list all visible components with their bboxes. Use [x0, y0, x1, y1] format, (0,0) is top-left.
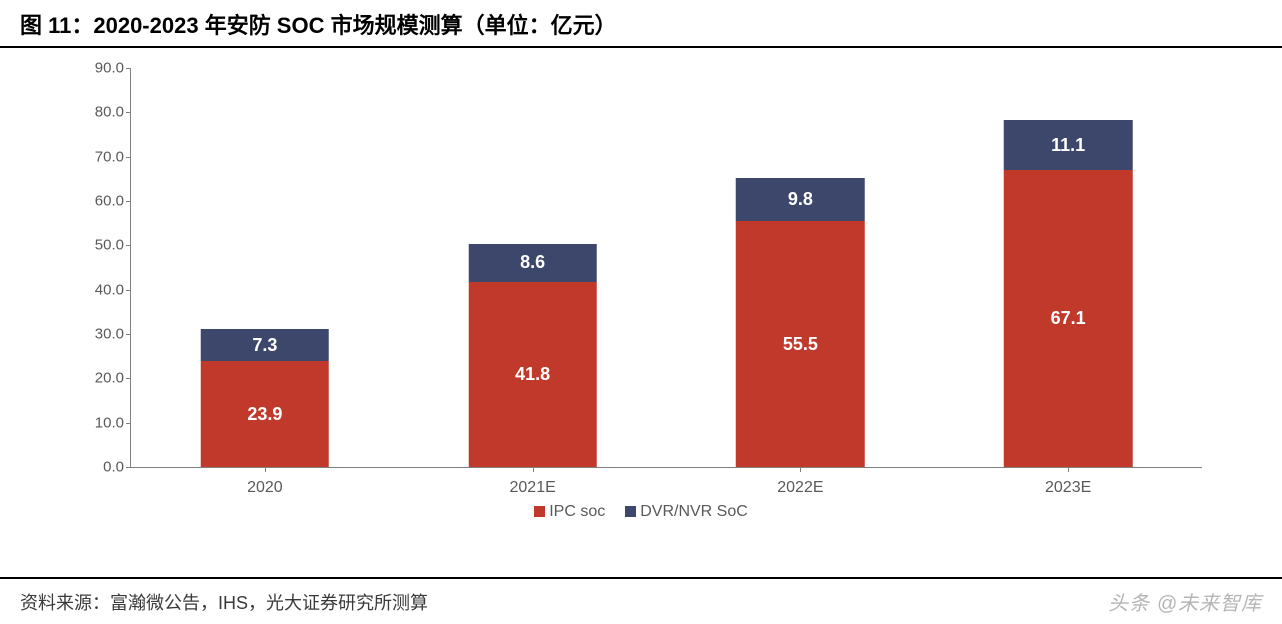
bar-group: 41.8 8.6 — [468, 68, 597, 467]
bar-value-label: 67.1 — [1004, 308, 1133, 329]
plot-area: 0.010.020.030.040.050.060.070.080.090.02… — [130, 68, 1202, 468]
legend-label: IPC soc — [549, 503, 605, 521]
legend-item: IPC soc — [534, 503, 605, 521]
y-tick-label: 60.0 — [76, 192, 124, 209]
x-tick-label: 2022E — [777, 479, 823, 497]
bar-group: 23.9 7.3 — [201, 68, 330, 467]
y-tick-label: 80.0 — [76, 104, 124, 121]
x-tick-label: 2023E — [1045, 479, 1091, 497]
footer: 资料来源：富瀚微公告，IHS，光大证券研究所测算 头条 @未来智库 — [0, 577, 1282, 624]
y-tick-label: 40.0 — [76, 281, 124, 298]
y-tick-label: 0.0 — [76, 459, 124, 476]
chart-container: 0.0 10.0 20.0 30.0 40.0 50.0 60.0 70.0 80.0 90.0 2… — [60, 58, 1222, 528]
bar-value-label: 11.1 — [1004, 135, 1133, 156]
x-tick-mark — [1068, 467, 1069, 472]
y-tick-mark — [126, 290, 131, 291]
source-text: 资料来源：富瀚微公告，IHS，光大证券研究所测算 — [20, 589, 428, 615]
legend-label: DVR/NVR SoC — [640, 503, 748, 521]
y-tick-mark — [126, 334, 131, 335]
x-tick-mark — [265, 467, 266, 472]
watermark: 头条 @未来智库 — [1108, 587, 1262, 616]
y-tick-mark — [126, 378, 131, 379]
x-tick-mark — [533, 467, 534, 472]
bar-value-label: 9.8 — [736, 189, 865, 210]
footer-rule — [0, 577, 1282, 579]
y-tick-mark — [126, 467, 131, 468]
y-tick-mark — [126, 201, 131, 202]
y-tick-label: 90.0 — [76, 60, 124, 77]
y-tick-mark — [126, 112, 131, 113]
bar-group: 55.5 9.8 — [736, 68, 865, 467]
bar-value-label: 55.5 — [736, 334, 865, 355]
y-tick-label: 10.0 — [76, 414, 124, 431]
y-tick-label: 50.0 — [76, 237, 124, 254]
x-tick-label: 2021E — [509, 479, 555, 497]
legend-swatch — [534, 506, 545, 517]
y-tick-mark — [126, 245, 131, 246]
chart-title: 图 11：2020-2023 年安防 SOC 市场规模测算（单位：亿元） — [20, 8, 1262, 40]
y-tick-mark — [126, 157, 131, 158]
y-tick-mark — [126, 68, 131, 69]
chart-legend: IPC soc DVR/NVR SoC — [60, 503, 1222, 523]
chart-title-bar: 图 11：2020-2023 年安防 SOC 市场规模测算（单位：亿元） — [0, 0, 1282, 48]
bar-value-label: 41.8 — [468, 364, 597, 385]
bar-value-label: 23.9 — [201, 404, 330, 425]
y-tick-label: 70.0 — [76, 148, 124, 165]
bar-value-label: 8.6 — [468, 252, 597, 273]
y-tick-label: 20.0 — [76, 370, 124, 387]
x-tick-mark — [800, 467, 801, 472]
bar-value-label: 7.3 — [201, 335, 330, 356]
y-tick-label: 30.0 — [76, 325, 124, 342]
x-tick-label: 2020 — [247, 479, 283, 497]
y-tick-mark — [126, 423, 131, 424]
legend-item: DVR/NVR SoC — [625, 503, 748, 521]
bar-group: 67.1 11.1 — [1004, 68, 1133, 467]
legend-swatch — [625, 506, 636, 517]
